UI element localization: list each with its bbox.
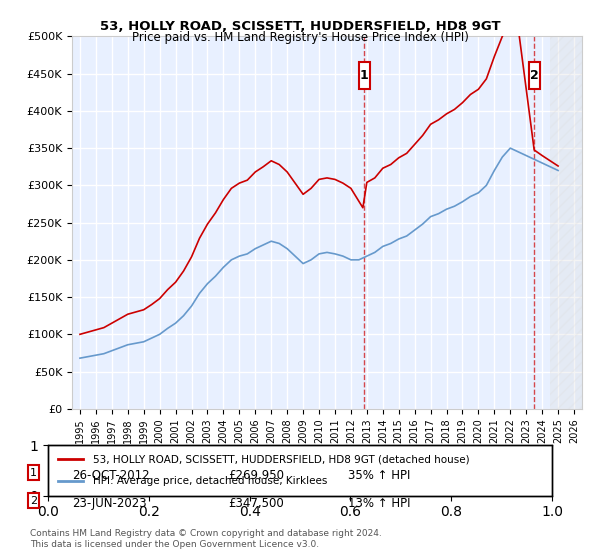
Text: 1: 1	[30, 468, 37, 478]
FancyBboxPatch shape	[529, 63, 540, 88]
Text: HPI: Average price, detached house, Kirklees: HPI: Average price, detached house, Kirk…	[94, 477, 328, 487]
Text: £269,950: £269,950	[228, 469, 284, 482]
Text: Contains HM Land Registry data © Crown copyright and database right 2024.
This d: Contains HM Land Registry data © Crown c…	[30, 529, 382, 549]
Text: 26-OCT-2012: 26-OCT-2012	[72, 469, 149, 482]
Text: 53, HOLLY ROAD, SCISSETT, HUDDERSFIELD, HD8 9GT: 53, HOLLY ROAD, SCISSETT, HUDDERSFIELD, …	[100, 20, 500, 32]
Text: £347,500: £347,500	[228, 497, 284, 510]
Text: 2: 2	[30, 496, 37, 506]
Bar	[550, 36, 582, 409]
Text: 35% ↑ HPI: 35% ↑ HPI	[348, 469, 410, 482]
Text: 53, HOLLY ROAD, SCISSETT, HUDDERSFIELD, HD8 9GT (detached house): 53, HOLLY ROAD, SCISSETT, HUDDERSFIELD, …	[94, 454, 470, 464]
Text: 23-JUN-2023: 23-JUN-2023	[72, 497, 146, 510]
Text: 13% ↑ HPI: 13% ↑ HPI	[348, 497, 410, 510]
Text: 2: 2	[530, 69, 539, 82]
Text: 1: 1	[360, 69, 368, 82]
FancyBboxPatch shape	[359, 63, 370, 88]
Text: Price paid vs. HM Land Registry's House Price Index (HPI): Price paid vs. HM Land Registry's House …	[131, 31, 469, 44]
